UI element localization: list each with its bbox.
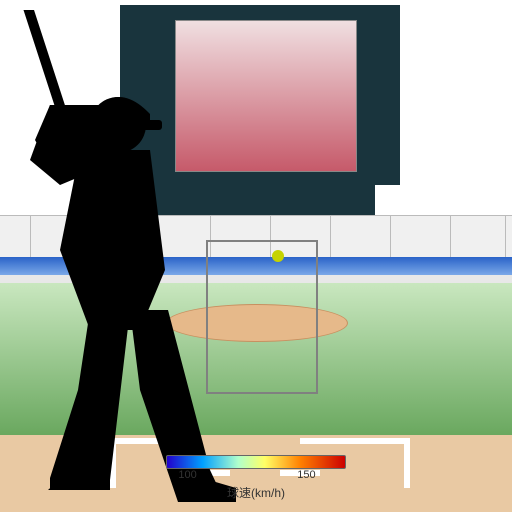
- legend-tick: 100: [178, 469, 196, 481]
- batter-silhouette: [0, 10, 240, 510]
- pitch-marker: [272, 250, 284, 262]
- seat-divider: [505, 216, 506, 258]
- seat-divider: [450, 216, 451, 258]
- speed-legend-ticks: 100 150: [166, 469, 346, 483]
- speed-legend-label: 球速(km/h): [166, 484, 346, 501]
- chalk-line: [404, 438, 410, 488]
- speed-legend: 100 150 球速(km/h): [166, 455, 346, 501]
- speed-legend-bar: [166, 455, 346, 469]
- legend-tick: 150: [297, 469, 315, 481]
- chalk-line: [300, 438, 410, 444]
- seat-divider: [330, 216, 331, 258]
- seat-divider: [390, 216, 391, 258]
